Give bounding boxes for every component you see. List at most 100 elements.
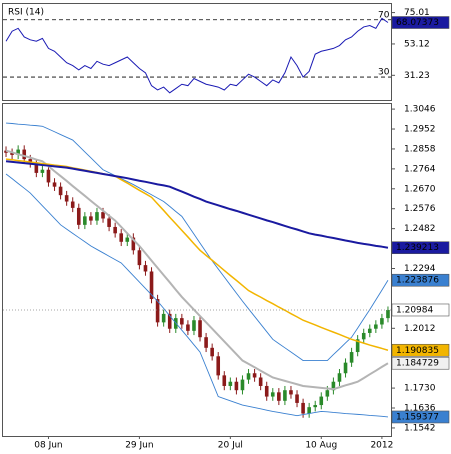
candle-body	[325, 390, 330, 397]
candle-body	[228, 381, 233, 386]
candle-body	[119, 233, 124, 242]
x-tick-label: 08 Jun	[34, 441, 62, 451]
rsi-title: RSI (14)	[8, 8, 44, 18]
candle-body	[355, 339, 360, 353]
y-tick-label: 1.1542	[404, 423, 436, 433]
candle-body	[64, 195, 69, 202]
candle-body	[216, 356, 221, 376]
last-value-label-box	[391, 241, 450, 255]
x-tick-label: 29 Jun	[125, 441, 153, 451]
candle-body	[386, 309, 390, 319]
y-tick-label: 75.01	[404, 8, 430, 18]
candle-body	[95, 212, 99, 221]
candle-body	[192, 320, 196, 331]
candle-body	[258, 377, 263, 386]
candle-body	[367, 328, 372, 333]
indicator-line	[5, 122, 389, 361]
last-value-label-box	[391, 273, 450, 287]
x-tick-label: 20 Jul	[218, 441, 243, 451]
y-tick-label: 1.3046	[404, 105, 436, 115]
level-label: 30	[378, 68, 390, 78]
candle-body	[10, 152, 14, 155]
last-value-label-box	[391, 343, 450, 357]
x-tick-label: 2012	[370, 441, 393, 451]
candle-body	[234, 381, 239, 391]
candle-body	[343, 362, 348, 374]
candle-body	[180, 318, 184, 325]
candle-body	[131, 237, 136, 251]
candle-body	[101, 212, 105, 219]
candle-body	[349, 352, 354, 363]
candle-body	[22, 149, 27, 160]
rsi-panel	[2, 3, 392, 101]
candle-body	[143, 265, 148, 272]
last-value-label: 1.239213	[396, 243, 439, 253]
candle-body	[277, 392, 281, 401]
indicator-line	[5, 173, 389, 418]
candle-body	[361, 332, 366, 340]
candle-body	[222, 375, 227, 386]
y-tick-label: 1.2670	[404, 184, 436, 194]
candle-body	[319, 396, 324, 406]
candle-body	[89, 216, 93, 221]
candle-body	[58, 186, 63, 196]
y-tick-label: 1.1636	[404, 404, 436, 414]
rsi-line	[5, 17, 389, 94]
last-value-label: 1.190835	[396, 346, 439, 356]
last-value-label: 1.184729	[396, 359, 439, 369]
candle-body	[46, 169, 51, 183]
candle-body	[313, 405, 318, 408]
candle-body	[125, 237, 130, 242]
candle-body	[289, 390, 293, 395]
price-panel	[2, 103, 392, 437]
candle-body	[246, 373, 251, 380]
y-tick-label: 1.2576	[404, 204, 436, 214]
y-tick-label: 31.23	[404, 71, 430, 81]
candle-body	[149, 271, 154, 300]
candle-body	[52, 182, 57, 187]
candle-body	[107, 218, 111, 227]
indicator-line	[5, 149, 389, 391]
rsi-last-value-box	[391, 16, 450, 29]
candle-body	[28, 159, 33, 164]
level-label: 70	[378, 10, 390, 20]
candle-body	[283, 390, 287, 401]
candle-body	[337, 373, 342, 382]
candle-body	[137, 250, 142, 266]
candle-body	[83, 216, 87, 225]
candle-body	[331, 381, 336, 391]
candle-body	[113, 226, 117, 234]
last-value-label-box	[391, 356, 450, 370]
candle-body	[76, 207, 81, 225]
y-tick-label: 53.12	[404, 39, 430, 49]
last-price-label-box	[391, 303, 450, 317]
candle-body	[307, 407, 311, 414]
candle-body	[240, 379, 245, 391]
last-value-label: 1.223876	[396, 276, 439, 286]
candle-body	[16, 149, 20, 155]
candle-body	[270, 392, 275, 397]
candle-body	[186, 324, 190, 331]
candle-body	[70, 201, 75, 208]
candle-body	[264, 385, 269, 397]
candle-body	[301, 402, 305, 414]
last-price-label: 1.20984	[396, 305, 433, 315]
candle-body	[34, 163, 39, 173]
y-tick-label: 1.2294	[404, 264, 436, 274]
candle-body	[167, 313, 172, 329]
candle-body	[161, 313, 166, 323]
rsi-last-value: 68.07373	[396, 18, 439, 28]
y-tick-label: 1.2012	[404, 324, 436, 334]
candle-body	[4, 150, 8, 153]
last-value-label-box	[391, 410, 450, 424]
candle-body	[374, 324, 378, 329]
candle-body	[198, 320, 202, 338]
candle-body	[155, 299, 160, 323]
candle-body	[204, 337, 208, 348]
last-value-label: 1.159377	[396, 412, 439, 422]
x-tick-label: 10 Aug	[305, 441, 337, 451]
y-tick-label: 1.1730	[404, 384, 436, 394]
candle-body	[40, 169, 45, 173]
candle-body	[210, 347, 214, 357]
